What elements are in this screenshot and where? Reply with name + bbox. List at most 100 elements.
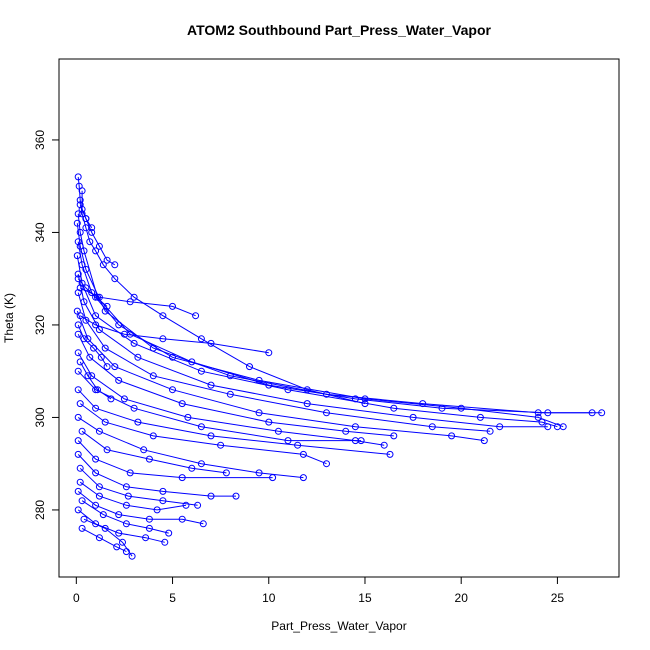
data-point <box>73 252 81 260</box>
series-line <box>81 500 169 534</box>
data-point <box>246 363 253 371</box>
data-point <box>122 520 130 528</box>
data-point <box>74 506 82 514</box>
series-28 <box>78 187 96 232</box>
data-point <box>74 413 82 421</box>
series-23 <box>78 497 173 537</box>
data-point <box>111 261 119 269</box>
y-tick-label: 300 <box>33 407 47 427</box>
series-18 <box>74 437 277 482</box>
data-point <box>120 395 128 403</box>
data-point <box>78 427 86 435</box>
series-line <box>77 333 394 437</box>
data-point <box>534 409 542 417</box>
series-line <box>77 176 366 405</box>
x-axis: 0 5 10 15 20 25 <box>73 576 564 605</box>
data-point <box>386 450 394 458</box>
series-7 <box>74 289 494 435</box>
data-point <box>255 409 263 417</box>
data-point <box>274 427 282 435</box>
data-point <box>197 460 205 468</box>
data-point <box>124 492 132 500</box>
data-point <box>159 312 167 320</box>
data-point <box>145 515 153 523</box>
data-point <box>76 478 84 486</box>
data-point <box>73 219 81 227</box>
data-point <box>217 441 225 449</box>
data-point <box>76 400 84 408</box>
data-point <box>128 552 136 560</box>
series-line <box>81 527 127 553</box>
series-layer <box>73 173 606 560</box>
series-2 <box>74 210 606 417</box>
series-line <box>79 467 198 506</box>
data-point <box>92 293 100 301</box>
data-point <box>534 413 542 421</box>
data-point <box>457 404 465 412</box>
data-point <box>103 302 111 310</box>
data-point <box>486 427 494 435</box>
series-line <box>79 403 327 465</box>
data-point <box>184 413 192 421</box>
data-point <box>78 187 86 195</box>
series-line <box>79 287 196 317</box>
data-point <box>197 423 205 431</box>
series-9 <box>74 330 398 440</box>
data-point <box>115 376 123 384</box>
series-line <box>77 370 362 442</box>
series-17 <box>78 427 230 477</box>
data-point <box>122 501 130 509</box>
data-point <box>303 400 311 408</box>
series-26 <box>78 524 130 556</box>
data-point <box>544 423 552 431</box>
y-tick-label: 280 <box>33 500 47 520</box>
data-point <box>207 492 215 500</box>
data-point <box>222 469 230 477</box>
data-point <box>120 330 128 338</box>
data-point <box>76 464 84 472</box>
data-point <box>598 409 606 417</box>
series-29 <box>74 321 111 371</box>
data-point <box>165 529 173 537</box>
data-point <box>169 302 176 310</box>
data-point <box>82 316 90 324</box>
data-point <box>265 418 273 426</box>
data-point <box>140 446 148 454</box>
data-point <box>92 469 100 477</box>
y-tick-label: 360 <box>33 130 47 150</box>
series-line <box>77 509 165 543</box>
data-point <box>101 524 109 532</box>
data-point <box>207 339 215 347</box>
data-point <box>76 201 84 209</box>
series-line <box>77 440 273 479</box>
data-point <box>357 437 365 445</box>
data-point <box>103 363 111 371</box>
data-point <box>78 279 86 287</box>
data-point <box>115 321 123 329</box>
data-point <box>232 492 240 500</box>
data-point <box>80 335 88 343</box>
data-point <box>130 404 138 412</box>
data-point <box>92 501 100 509</box>
data-point <box>255 469 263 477</box>
data-point <box>284 386 292 394</box>
data-point <box>207 432 215 440</box>
series-6 <box>74 270 552 431</box>
chart-title: ATOM2 Southbound Part_Press_Water_Vapor <box>187 22 491 38</box>
data-point <box>74 330 82 338</box>
data-point <box>95 242 103 250</box>
data-point <box>74 487 82 495</box>
data-point <box>74 238 82 246</box>
data-point <box>92 247 100 255</box>
data-point <box>95 427 103 435</box>
series-14 <box>74 386 394 458</box>
data-point <box>476 413 484 421</box>
data-point <box>130 293 138 301</box>
series-1 <box>74 173 369 408</box>
data-point <box>323 460 330 468</box>
data-point <box>88 372 96 380</box>
data-point <box>323 390 330 398</box>
data-point <box>207 381 215 389</box>
data-point <box>284 437 292 445</box>
data-point <box>107 395 115 403</box>
